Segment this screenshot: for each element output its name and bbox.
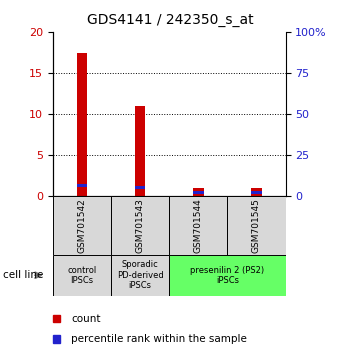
Text: GSM701542: GSM701542 — [77, 198, 86, 253]
Bar — [76, 53, 87, 196]
Bar — [251, 188, 262, 196]
Text: percentile rank within the sample: percentile rank within the sample — [71, 334, 247, 344]
Bar — [135, 106, 145, 196]
Bar — [135, 185, 145, 189]
Bar — [193, 191, 204, 194]
FancyBboxPatch shape — [111, 196, 169, 255]
FancyBboxPatch shape — [111, 255, 169, 296]
Text: count: count — [71, 314, 101, 324]
FancyBboxPatch shape — [53, 196, 111, 255]
Text: cell line: cell line — [3, 270, 44, 280]
Bar — [193, 188, 204, 196]
FancyBboxPatch shape — [227, 196, 286, 255]
Text: presenilin 2 (PS2)
iPSCs: presenilin 2 (PS2) iPSCs — [190, 266, 265, 285]
Bar — [251, 191, 262, 194]
FancyBboxPatch shape — [53, 255, 111, 296]
Bar — [76, 184, 87, 187]
Text: GSM701544: GSM701544 — [194, 198, 203, 253]
Text: GSM701545: GSM701545 — [252, 198, 261, 253]
Text: control
IPSCs: control IPSCs — [67, 266, 97, 285]
Text: GDS4141 / 242350_s_at: GDS4141 / 242350_s_at — [87, 13, 253, 28]
Text: Sporadic
PD-derived
iPSCs: Sporadic PD-derived iPSCs — [117, 260, 164, 290]
FancyBboxPatch shape — [169, 255, 286, 296]
Text: GSM701543: GSM701543 — [136, 198, 144, 253]
FancyBboxPatch shape — [169, 196, 227, 255]
